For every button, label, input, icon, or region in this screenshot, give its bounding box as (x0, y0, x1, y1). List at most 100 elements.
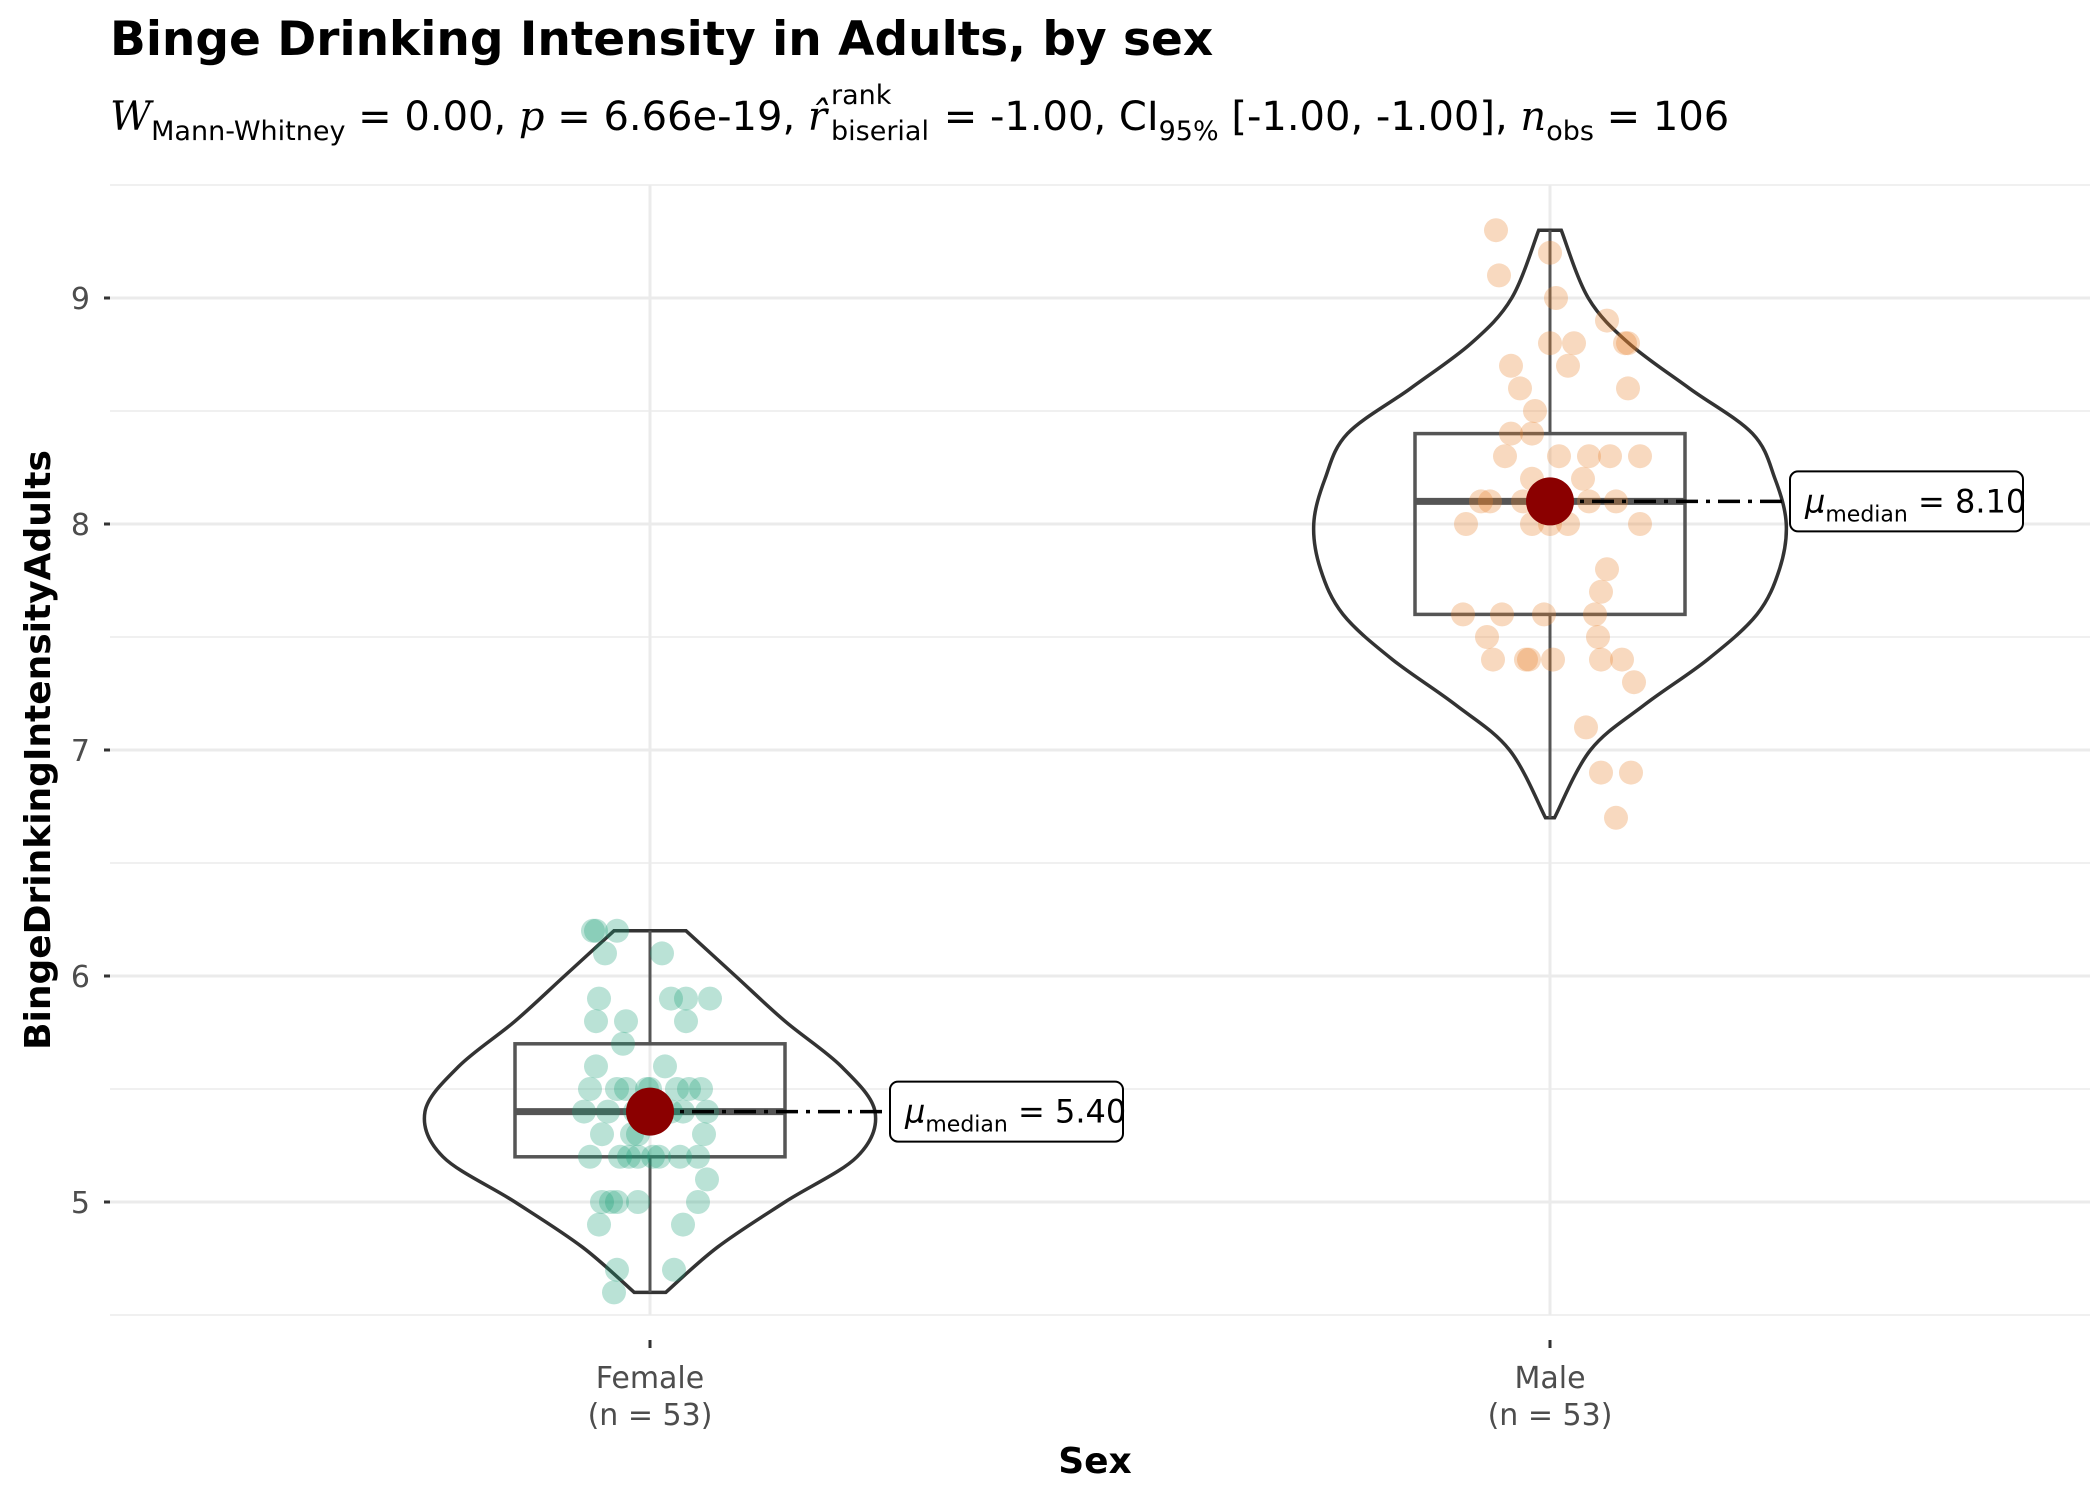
ci-subscript: 95% (1158, 116, 1219, 147)
data-point (1454, 512, 1478, 536)
data-point (614, 1009, 638, 1034)
data-point (671, 1212, 695, 1237)
x-tick-count-female: (n = 53) (588, 1398, 713, 1433)
data-point (659, 986, 683, 1011)
data-point (1478, 489, 1502, 514)
data-point (1589, 760, 1613, 785)
data-point (1547, 444, 1571, 469)
box-male (1413, 431, 1687, 617)
data-point (674, 1009, 698, 1034)
data-point (665, 1077, 689, 1101)
median-label-symbol: μ (904, 1093, 925, 1131)
data-point (572, 1099, 596, 1124)
median-label-box (1789, 470, 2024, 533)
data-point (1562, 331, 1586, 356)
stat-value: = 0.00, (345, 94, 519, 140)
data-point (1577, 489, 1601, 514)
data-point (686, 1144, 710, 1169)
data-point (596, 1099, 620, 1124)
data-point (1574, 715, 1598, 740)
y-tick-label: 5 (71, 1186, 90, 1221)
median-label-male: μmedian = 8.10 (1804, 482, 2026, 527)
box-female (513, 1042, 787, 1159)
r-superscript: rank (831, 80, 892, 111)
data-point (1499, 353, 1523, 378)
data-point (1616, 376, 1640, 401)
grid (110, 184, 2090, 1316)
p-symbol: p (518, 94, 545, 140)
data-point (1622, 670, 1646, 695)
data-point (1538, 331, 1562, 356)
data-point (605, 1190, 629, 1214)
median-markers (626, 477, 1795, 1136)
median-label-symbol: μ (1804, 482, 1825, 520)
data-point (641, 1144, 665, 1169)
data-point (1583, 602, 1607, 627)
data-point (668, 1144, 692, 1169)
data-point (599, 1190, 623, 1214)
violin-male (1311, 228, 1789, 820)
data-point (1484, 218, 1508, 243)
data-point (674, 986, 698, 1011)
data-point (611, 1031, 635, 1056)
data-point (1487, 263, 1511, 288)
y-axis-title: BingeDrinkingIntensityAdults (18, 450, 59, 1050)
data-point (1508, 376, 1532, 401)
data-point (1556, 353, 1580, 378)
data-point (578, 1077, 602, 1101)
data-point (686, 1190, 710, 1214)
y-tick-label: 9 (71, 282, 90, 317)
ci-value: [-1.00, -1.00], (1218, 94, 1521, 140)
n-value: = 106 (1593, 94, 1730, 140)
data-point (1610, 647, 1634, 672)
data-point (677, 1077, 701, 1101)
r-subscript: biserial (831, 116, 929, 147)
data-point (584, 1054, 608, 1079)
data-point (1604, 489, 1628, 514)
y-tick-label: 6 (71, 960, 90, 995)
r-scripts: rank biserial (827, 80, 931, 147)
data-point (1628, 444, 1652, 469)
data-point (1595, 308, 1619, 333)
data-point (1523, 399, 1547, 423)
median-label-female: μmedian = 5.40 (904, 1093, 1126, 1138)
p-value: = 6.66e-19, (544, 94, 808, 140)
data-point (1517, 647, 1541, 672)
data-point (1616, 331, 1640, 356)
data-point (1586, 625, 1610, 649)
data-point (1589, 647, 1613, 672)
data-point (1577, 444, 1601, 469)
data-point (617, 1144, 641, 1169)
data-point (578, 1144, 602, 1169)
data-point (1598, 444, 1622, 469)
data-point (1619, 760, 1643, 785)
x-tick-label-male: Male (1514, 1361, 1585, 1396)
data-point (1595, 557, 1619, 582)
data-point (626, 1190, 650, 1214)
data-point (608, 1144, 632, 1169)
data-point (602, 1280, 626, 1305)
data-point (1541, 647, 1565, 672)
data-point (590, 1190, 614, 1214)
data-point (1589, 579, 1613, 604)
data-point (1532, 602, 1556, 627)
data-point (698, 986, 722, 1011)
r-symbol: r̂ (807, 94, 828, 140)
stat-symbol: W (110, 94, 152, 140)
median-label-subscript: median (1825, 502, 1907, 527)
data-point (593, 941, 617, 966)
data-point (1514, 647, 1538, 672)
chart-title: Binge Drinking Intensity in Adults, by s… (110, 12, 1214, 67)
y-tick-label: 8 (71, 508, 90, 543)
violin-female (422, 929, 878, 1295)
axes: 5 6 7 8 9 BingeDrinkingIntensityAdults Sex Fema… (18, 282, 1612, 1482)
median-label-value: = 8.10 (1908, 482, 2026, 520)
data-point (1613, 331, 1637, 356)
x-axis-title: Sex (1058, 1441, 1132, 1482)
data-point (1520, 421, 1544, 446)
data-point (587, 1212, 611, 1237)
r-value: = -1.00, CI (931, 94, 1159, 140)
data-point (650, 941, 674, 966)
